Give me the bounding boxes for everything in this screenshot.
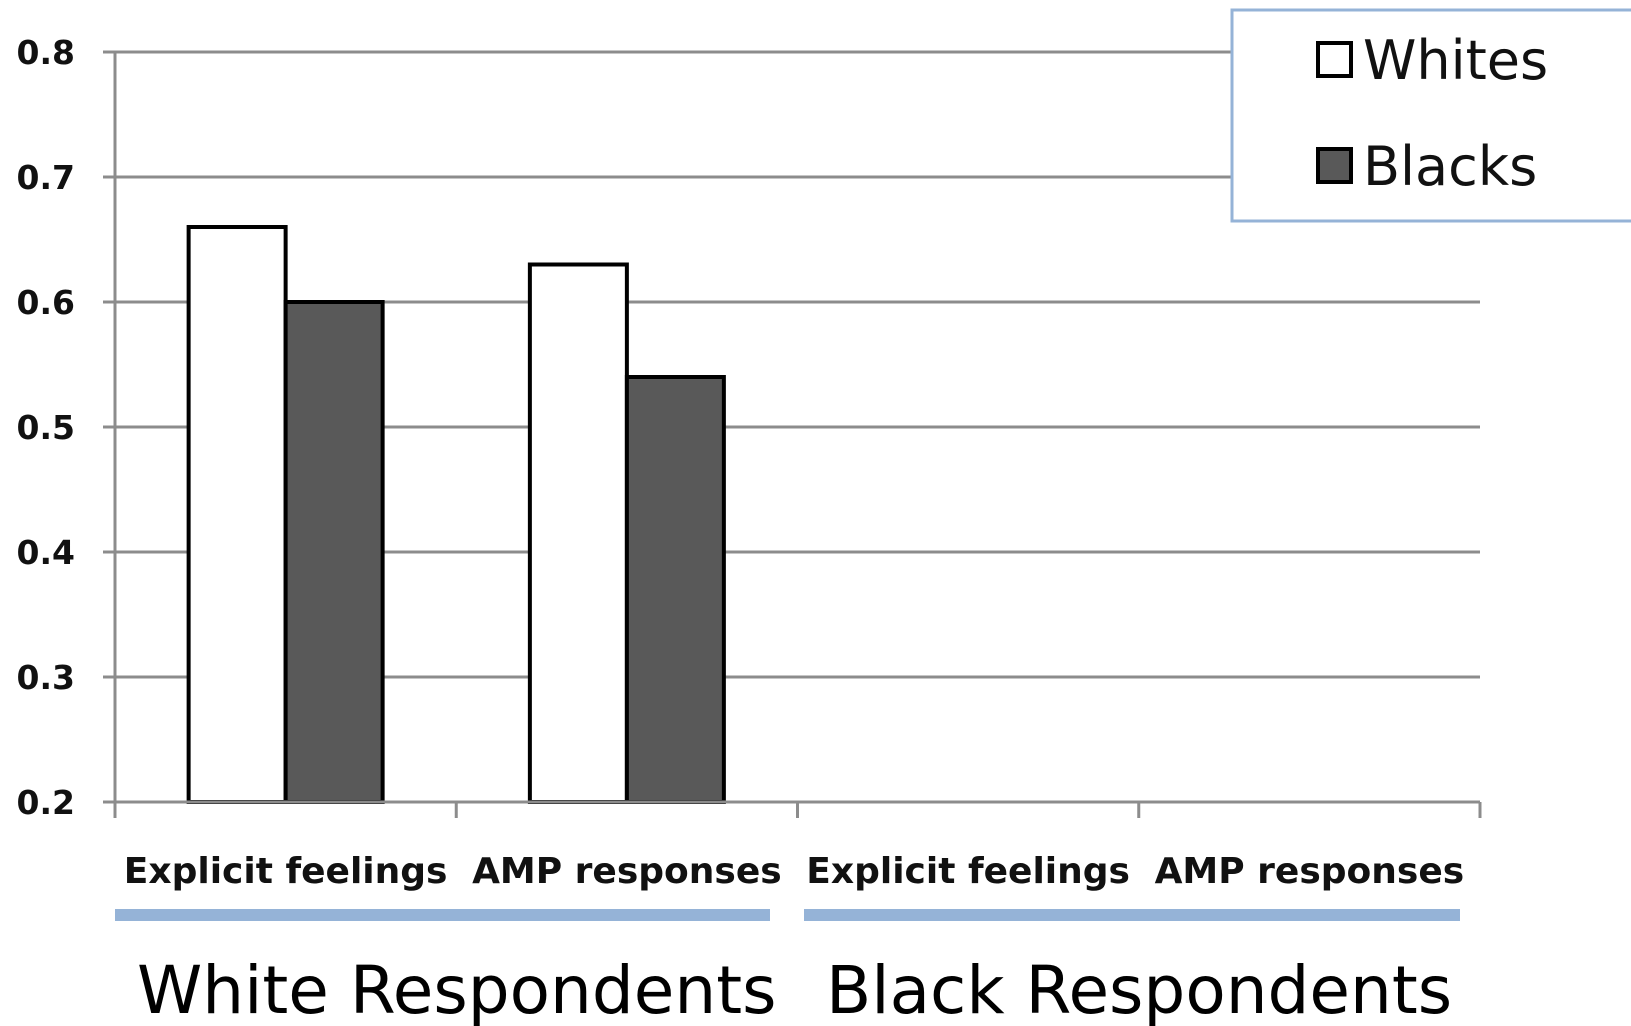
group-label: White Respondents [137,952,776,1026]
legend-label: Blacks [1363,135,1537,198]
y-tick-label: 0.3 [17,658,75,697]
category-label: AMP responses [472,851,782,892]
legend-swatch-whites [1316,41,1353,78]
legend-swatch-blacks [1316,147,1353,184]
y-tick-labels: 0.2 0.3 0.4 0.5 0.6 0.7 0.8 [17,33,75,822]
bar-whites [527,262,629,804]
y-tick-label: 0.5 [17,408,75,447]
bar-whites [186,225,288,804]
category-label: Explicit feelings [124,851,448,892]
bar-blacks [624,375,726,804]
group-label: Black Respondents [826,952,1452,1026]
category-label: Explicit feelings [806,851,1130,892]
x-axis [113,52,1482,818]
category-labels: Explicit feelings AMP responses Explicit f… [124,851,1464,892]
y-tick-label: 0.2 [17,783,75,822]
legend-box [1230,8,1631,223]
bar-blacks [283,300,385,804]
y-tick-label: 0.8 [17,33,75,72]
bars [186,225,726,804]
legend: Whites Blacks [1230,8,1631,223]
group-labels: White Respondents Black Respondents [115,909,1460,1026]
y-tick-label: 0.4 [17,533,75,572]
y-tick-label: 0.7 [17,158,75,197]
legend-label: Whites [1363,29,1548,92]
y-tick-label: 0.6 [17,283,75,322]
category-label: AMP responses [1155,851,1465,892]
